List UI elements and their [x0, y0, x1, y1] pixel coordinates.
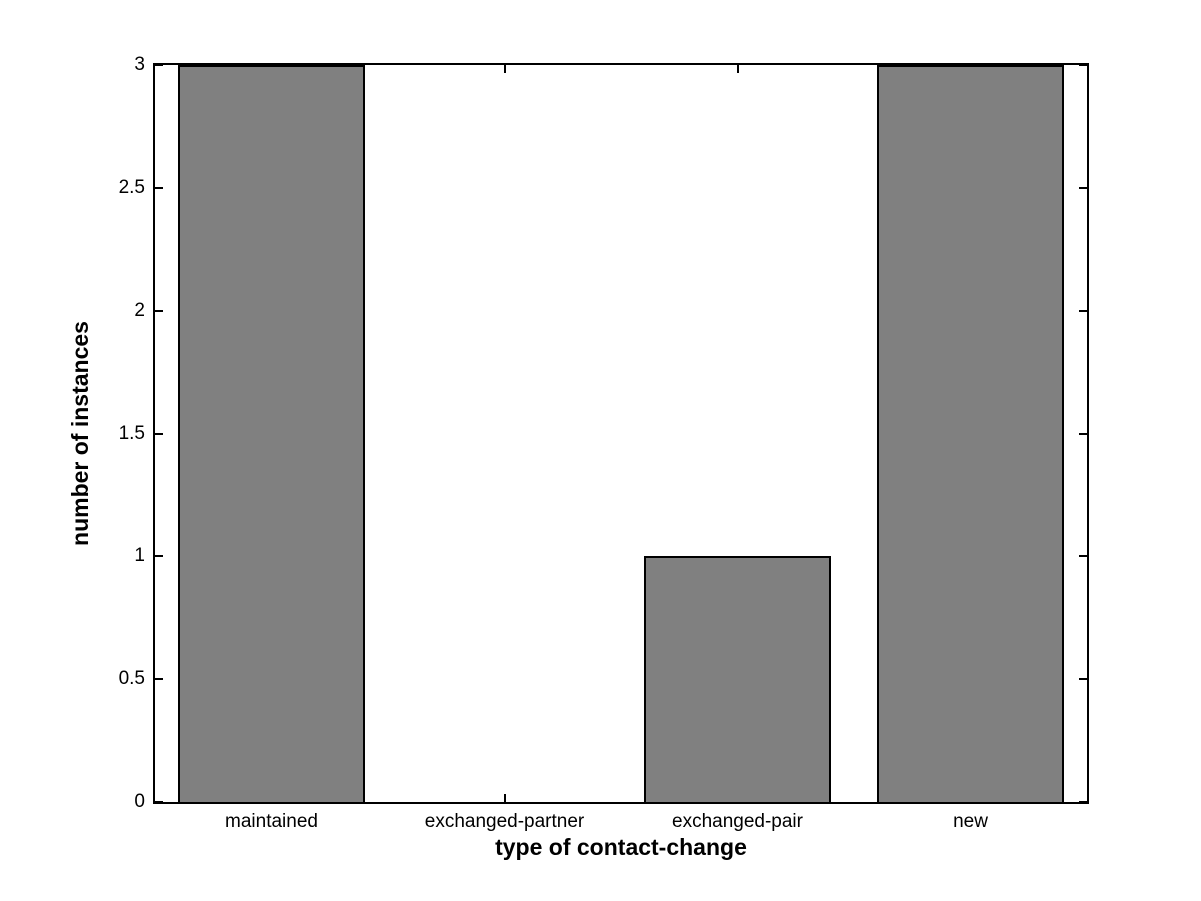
x-tick-label: new	[953, 811, 988, 832]
x-tick-top	[736, 65, 739, 73]
x-tick-label: exchanged-partner	[424, 811, 585, 832]
y-tick-left	[155, 64, 163, 66]
y-tick-label: 3	[134, 54, 145, 75]
plot-area: 0 0.5 1 1.5 2 2.5 3 maintained exchanged-partner…	[119, 54, 1089, 832]
bar-maintained	[178, 65, 365, 802]
y-tick-label: 0.5	[118, 668, 145, 690]
x-tick-label: maintained	[225, 811, 318, 832]
bar-exchanged-pair	[644, 556, 831, 802]
x-tick-label: exchanged-pair	[672, 811, 803, 832]
y-tick-left	[155, 801, 163, 803]
y-tick-right	[1079, 186, 1087, 189]
x-tick-top	[503, 65, 506, 73]
y-tick-right	[1079, 432, 1087, 435]
x-tick-bottom	[503, 794, 506, 802]
y-tick-right	[1079, 555, 1087, 558]
y-tick-left	[155, 186, 163, 189]
y-tick-left	[155, 432, 163, 435]
y-tick-label: 1	[134, 545, 145, 567]
y-tick-label: 2	[134, 299, 145, 321]
y-tick-label: 0	[134, 791, 145, 812]
y-tick-right	[1079, 64, 1087, 66]
y-tick-right	[1079, 801, 1087, 803]
y-tick-right	[1079, 678, 1087, 681]
y-tick-right	[1079, 309, 1087, 312]
y-tick-label: 1.5	[118, 422, 145, 444]
bar-new	[877, 65, 1064, 802]
x-axis-label: type of contact-change	[495, 834, 747, 860]
y-tick-label: 2.5	[118, 176, 145, 198]
y-tick-left	[155, 678, 163, 681]
y-tick-left	[155, 555, 163, 558]
y-tick-left	[155, 309, 163, 312]
